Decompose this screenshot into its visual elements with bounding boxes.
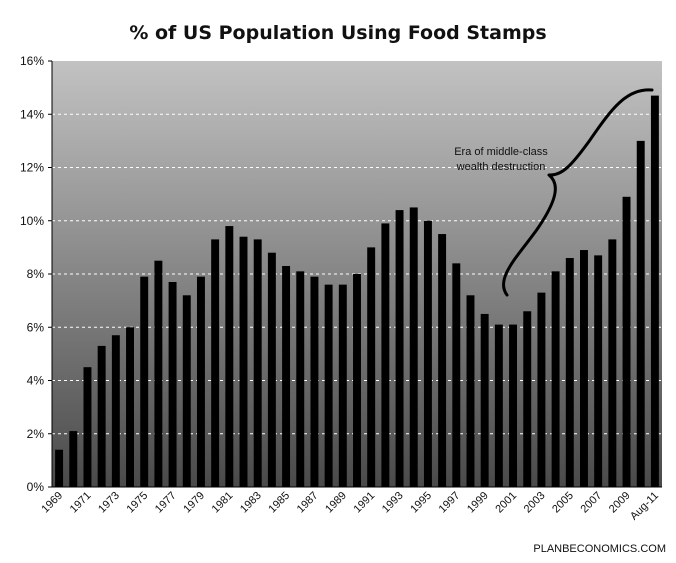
bar-2003 — [537, 292, 546, 487]
bar-1984 — [267, 252, 276, 487]
bar-1974 — [126, 327, 134, 487]
bar-1986 — [296, 271, 305, 487]
x-tick-label: 2003 — [522, 490, 548, 516]
bar-Aug-11 — [650, 95, 659, 488]
x-tick-labels: 1969 1971 1973 1975 1977 1979 1981 1983 1985 1987… — [39, 490, 661, 523]
y-tick-label: 6% — [27, 320, 45, 334]
bar-1999 — [480, 313, 489, 487]
bar-2005 — [565, 258, 574, 487]
bar-1988 — [324, 284, 333, 487]
bar-2010 — [636, 140, 645, 488]
x-tick-label: 1997 — [437, 490, 463, 516]
bar-1971 — [83, 367, 92, 487]
bar-1989 — [338, 284, 347, 487]
x-tick-label: 1973 — [96, 490, 122, 516]
bar-1998 — [466, 295, 475, 487]
bar-1993 — [395, 210, 404, 487]
bar-1995 — [423, 220, 432, 487]
bar-2006 — [580, 250, 588, 487]
x-tick-label: 2001 — [493, 490, 519, 516]
bar-2009 — [622, 196, 631, 488]
bar-2000 — [494, 324, 503, 487]
bar-1979 — [196, 276, 205, 487]
bar-1978 — [182, 295, 191, 487]
x-tick-label: 2005 — [550, 490, 576, 516]
bar-2002 — [523, 311, 532, 487]
x-tick-label: 1987 — [295, 490, 321, 516]
bar-1969 — [55, 449, 64, 487]
x-tick-label: 1971 — [68, 490, 94, 516]
bar-1990 — [353, 274, 361, 487]
bar-1976 — [154, 260, 163, 487]
y-tick-label: 8% — [27, 267, 45, 281]
x-tick-label: 2007 — [578, 490, 604, 516]
bar-1983 — [253, 239, 262, 487]
bar-1981 — [225, 226, 234, 487]
bar-1973 — [111, 335, 120, 487]
x-tick-label: 1977 — [153, 490, 179, 516]
chart-title: % of US Population Using Food Stamps — [129, 22, 547, 44]
bar-1997 — [452, 263, 461, 487]
bar-1987 — [310, 276, 319, 487]
bar-1991 — [367, 247, 376, 488]
y-tick-label: 16% — [20, 54, 44, 68]
x-tick-label: 2009 — [607, 490, 633, 516]
y-tick-label: 2% — [27, 427, 45, 441]
y-tick-label: 14% — [20, 107, 44, 121]
y-tick-labels: 0% 2% 4% 6% 8% 10% 12% 14% 16% — [20, 54, 52, 494]
bars — [55, 95, 659, 488]
bar-2001 — [509, 324, 518, 487]
y-tick-label: 10% — [20, 214, 44, 228]
bar-1980 — [211, 239, 220, 487]
x-tick-label: 1985 — [266, 490, 292, 516]
annotation-brace — [502, 88, 654, 297]
x-tick-label: 1995 — [408, 490, 434, 516]
bar-2004 — [551, 271, 560, 487]
x-tick-label: 1979 — [181, 490, 207, 516]
annotation-line-1: Era of middle-class — [454, 146, 548, 158]
x-tick-label: 1975 — [125, 490, 151, 516]
x-tick-label: 1981 — [210, 490, 236, 516]
source-credit: PLANBECONOMICS.COM — [533, 543, 666, 555]
bar-1996 — [438, 234, 447, 487]
x-tick-label: 1989 — [323, 490, 349, 516]
x-tick-label: 1993 — [380, 490, 406, 516]
bar-1970 — [69, 431, 78, 487]
y-tick-label: 12% — [20, 161, 44, 175]
y-tick-label: 0% — [27, 480, 45, 494]
bar-2008 — [608, 239, 617, 487]
bar-1994 — [409, 207, 418, 487]
x-tick-label: 1991 — [352, 490, 378, 516]
annotation-line-2: wealth destruction — [456, 161, 546, 173]
y-tick-label: 4% — [27, 374, 45, 388]
x-tick-label: Aug-11 — [628, 490, 661, 523]
bar-2007 — [594, 255, 603, 487]
bar-1992 — [381, 223, 390, 487]
x-tick-label: 1999 — [465, 490, 491, 516]
bar-1975 — [140, 276, 149, 487]
x-tick-label: 1983 — [238, 490, 264, 516]
bar-1977 — [168, 281, 177, 487]
bar-1972 — [97, 345, 106, 487]
bar-1982 — [239, 236, 248, 487]
bar-1985 — [282, 266, 291, 487]
